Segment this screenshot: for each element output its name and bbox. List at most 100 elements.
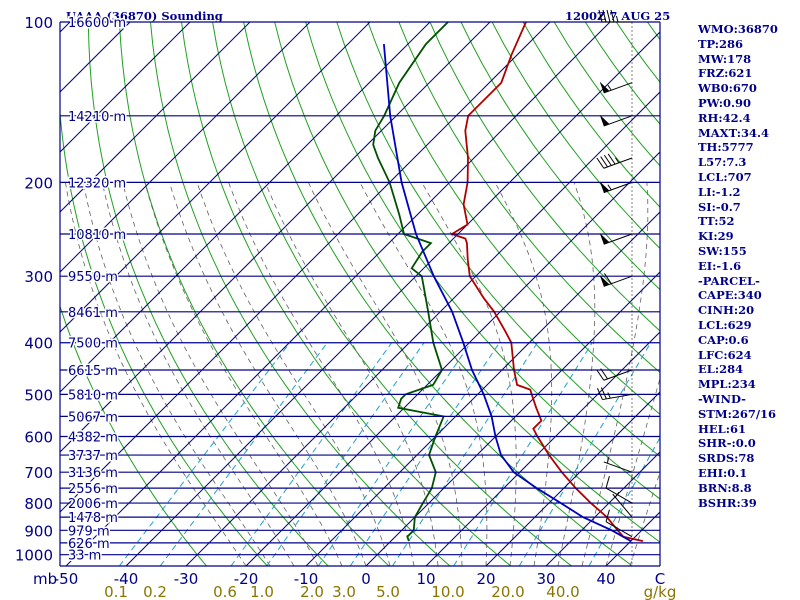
- temperature-tick-label: -30: [174, 570, 199, 588]
- index-value: SRDS:78: [698, 451, 755, 466]
- wind-barb-flag: [599, 232, 610, 245]
- index-value: PW:0.90: [698, 95, 752, 110]
- index-value: HEL:61: [698, 421, 746, 436]
- index-value: CINH:20: [698, 303, 755, 318]
- index-value: TP:286: [698, 36, 744, 51]
- mixing-ratio-label: 1.0: [250, 583, 274, 600]
- wind-barb-half: [616, 15, 619, 23]
- height-label: 4382 m: [68, 431, 118, 446]
- wind-barb-full: [596, 369, 605, 381]
- moist-adiabat: [144, 182, 343, 566]
- wind-barb: [596, 387, 633, 401]
- moist-adiabat: [359, 182, 488, 566]
- height-label: 9550 m: [68, 270, 118, 285]
- wind-barb-full: [603, 273, 612, 284]
- height-label: 1478 m: [68, 511, 118, 526]
- height-label: 5067 m: [68, 410, 118, 425]
- mixing-ratio-label: 40.0: [546, 583, 579, 600]
- height-label: 626 m: [68, 537, 110, 552]
- index-value: FRZ:621: [698, 66, 753, 81]
- moist-adiabat: [82, 182, 271, 566]
- wind-barb-full: [605, 476, 610, 489]
- wind-barb: [596, 153, 633, 169]
- height-label: 2006 m: [68, 497, 118, 512]
- index-value: EHI:0.1: [698, 465, 748, 480]
- sounding-datetime: 1200Z 7 AUG 25: [565, 9, 671, 23]
- pressure-tick-label: 500: [24, 386, 53, 404]
- isotherm: [60, 22, 311, 273]
- mixing-ratio-line: [118, 342, 291, 566]
- wind-barb-staff: [603, 233, 633, 245]
- wind-barb-staff: [603, 369, 633, 381]
- mixing-ratio-line: [453, 342, 593, 566]
- pressure-tick-label: 300: [24, 268, 53, 286]
- pressure-tick-label: 700: [24, 464, 53, 482]
- height-label: 33 m: [68, 549, 101, 564]
- wind-barb-full: [598, 9, 603, 23]
- moist-adiabat: [122, 182, 319, 566]
- pressure-unit-label: mb: [33, 570, 57, 588]
- moist-adiabat: [308, 182, 463, 566]
- mixing-ratio-line: [159, 342, 328, 566]
- wind-barb-half: [607, 392, 611, 399]
- moist-adiabat: [196, 182, 391, 566]
- mixing-ratio-line: [392, 342, 538, 566]
- moist-adiabat: [557, 182, 596, 566]
- mixing-ratio-line: [349, 342, 500, 566]
- mixing-ratio-line: [266, 342, 425, 566]
- temperature-tick-label: 0: [361, 570, 371, 588]
- wind-barb-full: [605, 509, 610, 522]
- wind-barb-staff: [605, 487, 633, 504]
- moist-adiabat: [421, 182, 517, 566]
- height-label: 8461 m: [68, 306, 118, 321]
- index-value: CAP:0.6: [698, 332, 749, 347]
- index-value: LCL:707: [698, 169, 752, 184]
- index-value: SW:155: [698, 243, 747, 258]
- mixing-ratio-label: 10.0: [431, 583, 464, 600]
- wind-barb-full: [600, 368, 608, 380]
- wind-barb-half: [607, 184, 612, 191]
- moist-adiabat: [65, 182, 247, 566]
- wind-barb: [599, 114, 633, 127]
- temperature-tick-label: 20: [476, 570, 495, 588]
- index-value: EI:-1.6: [698, 258, 742, 273]
- wind-barb-staff: [603, 461, 633, 473]
- wind-barb-half: [614, 157, 620, 164]
- wind-barb-half: [607, 84, 612, 91]
- wind-barb-full: [600, 387, 607, 400]
- height-label: 979 m: [68, 524, 110, 539]
- isotherm: [185, 91, 660, 566]
- height-label: 14210 m: [68, 110, 126, 125]
- wind-barb-flag: [599, 114, 610, 127]
- height-label: 10810 m: [68, 228, 126, 243]
- wind-barb-full: [606, 9, 611, 23]
- index-value: WB0:670: [698, 81, 757, 96]
- wind-barb-flag: [599, 181, 610, 193]
- index-value: RH:42.4: [698, 110, 751, 125]
- mixing-ratio-line: [518, 342, 652, 566]
- wind-barb-half: [607, 457, 609, 464]
- mixing-ratio-line: [588, 436, 660, 566]
- temperature-tick-label: -50: [54, 570, 79, 588]
- wind-barb-staff: [603, 115, 633, 127]
- isotherm: [60, 22, 251, 213]
- pressure-tick-label: 100: [24, 14, 53, 32]
- wind-barb-flag: [599, 275, 610, 287]
- isotherm: [365, 271, 660, 566]
- wind-barb: [599, 181, 633, 194]
- index-value: SI:-0.7: [698, 199, 741, 214]
- isotherm: [60, 22, 371, 333]
- dry-adiabat: [274, 22, 660, 543]
- index-value: STM:267/16: [698, 406, 777, 421]
- wind-barb-staff: [605, 521, 633, 538]
- index-value: LFC:624: [698, 347, 752, 362]
- isotherm: [485, 391, 660, 566]
- isotherm: [545, 451, 660, 566]
- temperature-tick-label: 40: [596, 570, 615, 588]
- mixing-ratio-label: 0.6: [213, 583, 237, 600]
- temperature-tick-label: -20: [234, 570, 259, 588]
- dry-adiabat: [491, 22, 660, 250]
- index-value: -WIND-: [698, 391, 746, 406]
- isotherm: [60, 22, 491, 453]
